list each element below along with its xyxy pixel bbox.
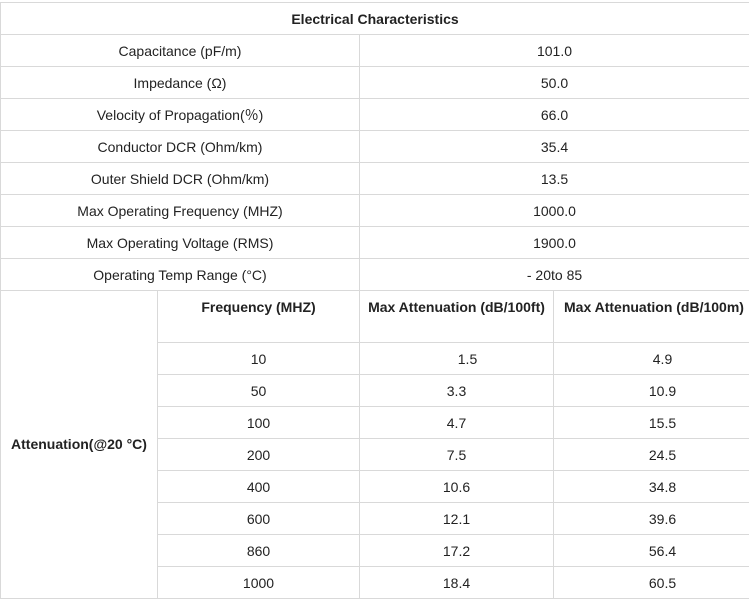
attenuation-ft-cell: 17.2 bbox=[359, 534, 554, 567]
property-row: Velocity of Propagation(％) 66.0 bbox=[0, 98, 749, 131]
attenuation-ft-header: Max Attenuation (dB/100ft) bbox=[359, 290, 554, 343]
attenuation-ft-cell: 7.5 bbox=[359, 438, 554, 471]
attenuation-label: Attenuation(@20 °C) bbox=[0, 290, 158, 599]
property-row: Max Operating Frequency (MHZ) 1000.0 bbox=[0, 194, 749, 227]
attenuation-row: 50 3.3 10.9 bbox=[1, 374, 749, 407]
attenuation-ft-cell: 12.1 bbox=[359, 502, 554, 535]
property-row: Outer Shield DCR (Ohm/km) 13.5 bbox=[0, 162, 749, 195]
property-value: 1900.0 bbox=[358, 226, 749, 259]
frequency-cell: 860 bbox=[157, 534, 360, 567]
property-label: Velocity of Propagation(％) bbox=[0, 98, 360, 131]
attenuation-m-cell: 39.6 bbox=[552, 502, 749, 535]
attenuation-m-cell: 4.9 bbox=[552, 342, 749, 375]
property-label: Operating Temp Range (°C) bbox=[0, 258, 360, 291]
property-value: 1000.0 bbox=[358, 194, 749, 227]
attenuation-m-cell: 34.8 bbox=[552, 470, 749, 503]
attenuation-m-cell: 60.5 bbox=[552, 566, 749, 599]
attenuation-ft-cell: 1.5 bbox=[359, 342, 554, 375]
frequency-cell: 10 bbox=[157, 342, 360, 375]
property-row: Impedance (Ω) 50.0 bbox=[0, 66, 749, 99]
attenuation-header-row: Attenuation(@20 °C) Frequency (MHZ) Max … bbox=[0, 290, 749, 599]
frequency-cell: 200 bbox=[157, 438, 360, 471]
property-value: 35.4 bbox=[358, 130, 749, 163]
property-row: Max Operating Voltage (RMS) 1900.0 bbox=[0, 226, 749, 259]
attenuation-ft-cell: 4.7 bbox=[359, 406, 554, 439]
attenuation-ft-cell: 3.3 bbox=[359, 374, 554, 407]
frequency-cell: 600 bbox=[157, 502, 360, 535]
property-label: Impedance (Ω) bbox=[0, 66, 360, 99]
attenuation-row: 1000 18.4 60.5 bbox=[1, 566, 749, 599]
frequency-cell: 400 bbox=[157, 470, 360, 503]
property-row: Capacitance (pF/m) 101.0 bbox=[0, 34, 749, 67]
property-label: Capacitance (pF/m) bbox=[0, 34, 360, 67]
table-title: Electrical Characteristics bbox=[0, 2, 749, 35]
property-value: 66.0 bbox=[358, 98, 749, 131]
property-label: Outer Shield DCR (Ohm/km) bbox=[0, 162, 360, 195]
property-row: Conductor DCR (Ohm/km) 35.4 bbox=[0, 130, 749, 163]
property-value: 13.5 bbox=[358, 162, 749, 195]
title-row: Electrical Characteristics bbox=[0, 2, 749, 35]
attenuation-m-header: Max Attenuation (dB/100m) bbox=[552, 290, 749, 343]
frequency-cell: 1000 bbox=[157, 566, 360, 599]
frequency-cell: 50 bbox=[157, 374, 360, 407]
attenuation-m-cell: 24.5 bbox=[552, 438, 749, 471]
attenuation-row: 600 12.1 39.6 bbox=[1, 502, 749, 535]
property-value: 50.0 bbox=[358, 66, 749, 99]
property-value: 101.0 bbox=[358, 34, 749, 67]
attenuation-m-cell: 15.5 bbox=[552, 406, 749, 439]
attenuation-ft-cell: 10.6 bbox=[359, 470, 554, 503]
frequency-cell: 100 bbox=[157, 406, 360, 439]
attenuation-row: 400 10.6 34.8 bbox=[1, 470, 749, 503]
frequency-header: Frequency (MHZ) bbox=[157, 290, 360, 343]
attenuation-m-cell: 56.4 bbox=[552, 534, 749, 567]
attenuation-row: 100 4.7 15.5 bbox=[1, 406, 749, 439]
attenuation-row: 860 17.2 56.4 bbox=[1, 534, 749, 567]
property-value: - 20to 85 bbox=[358, 258, 749, 291]
property-label: Conductor DCR (Ohm/km) bbox=[0, 130, 360, 163]
property-row: Operating Temp Range (°C) - 20to 85 bbox=[0, 258, 749, 291]
property-label: Max Operating Frequency (MHZ) bbox=[0, 194, 360, 227]
property-label: Max Operating Voltage (RMS) bbox=[0, 226, 360, 259]
attenuation-ft-cell: 18.4 bbox=[359, 566, 554, 599]
attenuation-m-cell: 10.9 bbox=[552, 374, 749, 407]
attenuation-row: 200 7.5 24.5 bbox=[1, 438, 749, 471]
